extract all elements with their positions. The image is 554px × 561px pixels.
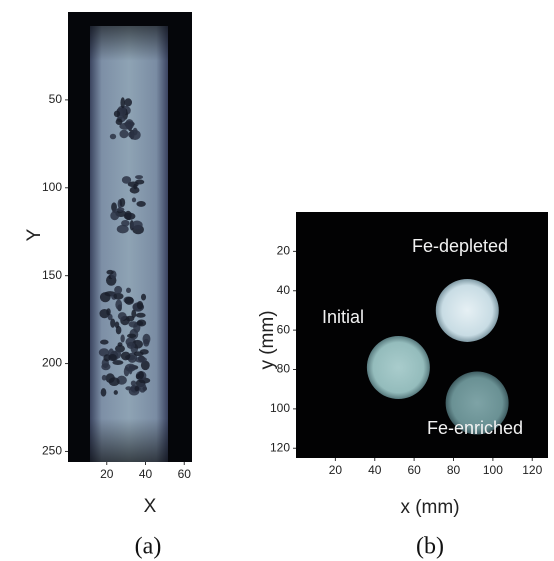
dark-spot [127,342,135,349]
column-shading [90,26,168,462]
dark-spot [115,322,120,329]
dark-spot [110,318,115,327]
dark-spot [125,211,132,220]
y-axis-label: y (mm) [257,310,278,369]
dark-spot [114,390,118,395]
x-tick-label: 80 [447,463,461,477]
x-axis-label: X [144,496,157,517]
dark-spot [130,187,140,194]
panel-caption: (b) [416,534,444,560]
dark-spot [100,292,111,302]
annotation: Fe-enriched [427,418,523,438]
dark-spot [106,308,110,315]
dark-spot [122,176,131,184]
dark-spot [106,270,113,275]
dark-spot [129,321,139,327]
dark-spot [121,352,131,361]
dark-spot [136,201,145,207]
y-tick-label: 60 [277,322,291,336]
dark-spot [120,198,126,207]
dark-spot [140,349,149,354]
dark-spot [138,371,144,379]
dark-spot [136,313,146,318]
dark-spot [101,388,107,396]
dark-spot [137,301,143,309]
y-axis-label: Y [24,228,45,241]
dark-spot [126,288,131,293]
x-tick-label: 40 [368,463,382,477]
y-tick-label: 100 [270,401,290,415]
dark-spot [119,130,128,138]
x-tick-label: 20 [329,463,343,477]
annotation: Initial [322,307,364,327]
y-tick-label: 20 [277,244,291,258]
phantom-disc [436,279,499,342]
dark-spot [101,363,110,370]
annotation: Fe-depleted [412,236,508,256]
y-tick-label: 40 [277,283,291,297]
dark-spot [100,340,108,345]
x-tick-label: 40 [139,467,153,481]
panel-caption: (a) [135,534,162,560]
y-tick-label: 80 [277,362,291,376]
dark-spot [114,111,120,118]
dark-spot [143,339,149,347]
dark-spot [118,312,127,320]
y-tick-label: 150 [42,268,62,282]
x-tick-label: 60 [178,467,192,481]
dark-spot [124,98,132,106]
dark-spot [124,367,129,377]
dark-spot [135,357,147,363]
x-tick-label: 120 [522,463,542,477]
dark-spot [130,130,141,140]
figure: 20 40 60 50 100 150 200 250 X Y (a) 20 40 60 80 100 120… [0,0,554,561]
y-tick-label: 250 [42,444,62,458]
dark-spot [115,300,122,310]
dark-spot [135,179,144,184]
dark-spot [127,334,136,338]
x-tick-label: 100 [483,463,503,477]
panel-b: 20 40 60 80 100 120 20 40 60 80 100 120 x (mm) y (mm)… [257,212,548,560]
phantom-disc [367,336,430,399]
y-tick-label: 120 [270,440,290,454]
dark-spot [113,293,123,300]
dark-spot [135,386,140,391]
dark-spot [114,286,122,294]
dark-spot [102,375,107,381]
dark-spot [132,198,136,203]
x-tick-label: 20 [100,467,114,481]
dark-spot [110,134,116,139]
dark-spot [117,225,129,233]
dark-spot [131,221,142,230]
y-tick-label: 200 [42,356,62,370]
x-tick-label: 60 [407,463,421,477]
dark-spot [120,335,124,343]
dark-spot [110,211,119,220]
dark-spot [106,373,115,383]
y-tick-label: 100 [42,180,62,194]
dark-spot [141,294,146,301]
x-axis-label: x (mm) [400,497,459,518]
dark-spot [128,365,132,375]
dark-spot [108,354,117,361]
y-tick-label: 50 [49,92,63,106]
dark-spot [117,207,124,212]
panel-a: 20 40 60 50 100 150 200 250 X Y (a) [24,12,192,560]
dark-spot [139,383,147,393]
dark-spot [125,297,134,305]
dark-spot [137,321,143,326]
dark-spot [135,175,143,179]
dark-spot [116,119,123,125]
